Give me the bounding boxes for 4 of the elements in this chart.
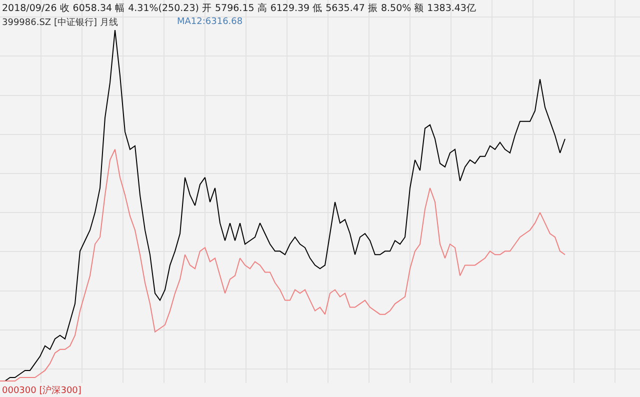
series-label: 399986.SZ [中证银行] 月线 xyxy=(2,17,118,28)
text: MA12:6316.68 xyxy=(177,17,243,27)
series-label: 000300 [沪深300] xyxy=(2,385,82,396)
chart-title: 2018/09/26 收 6058.34 幅 4.31%(250.23) 开 5796.15 高 6129.39 低 5635.47 振 8.50% 额 1383.43亿 xyxy=(2,2,476,14)
